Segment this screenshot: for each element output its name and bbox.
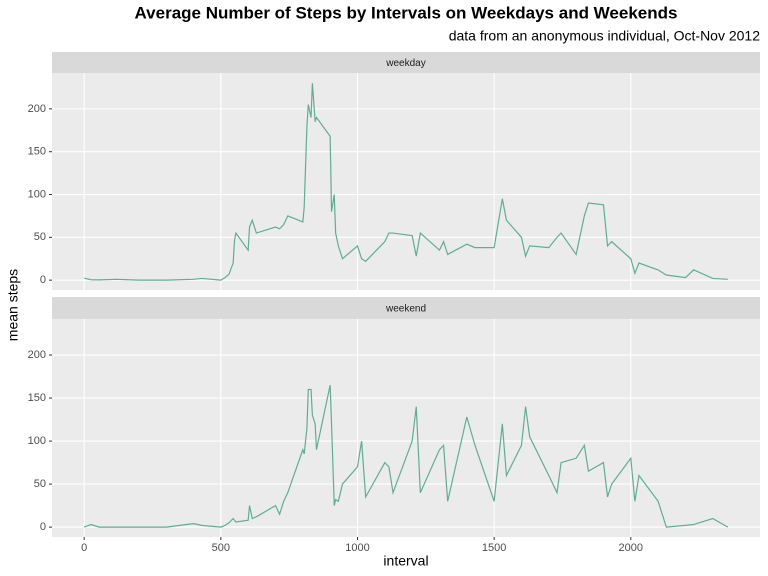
data-line <box>83 385 729 528</box>
y-tick-label: 50 <box>34 478 46 490</box>
strip-label: weekday <box>385 58 425 69</box>
chart-subtitle: data from an anonymous individual, Oct-N… <box>449 28 760 44</box>
y-tick-label: 0 <box>40 274 46 286</box>
data-line <box>84 83 728 281</box>
y-tick-label: 200 <box>28 349 46 361</box>
chart-title: Average Number of Steps by Intervals on … <box>135 3 678 22</box>
x-tick-label: 1500 <box>482 542 506 554</box>
panel-background <box>52 319 760 537</box>
x-tick-label: 1000 <box>345 542 369 554</box>
strip <box>52 52 760 73</box>
y-tick-label: 150 <box>28 146 46 158</box>
strip <box>52 297 760 319</box>
x-tick-label: 500 <box>212 542 230 554</box>
y-tick-label: 100 <box>28 435 46 447</box>
y-tick-label: 50 <box>34 231 46 243</box>
panel-background <box>52 73 760 290</box>
x-tick-label: 2000 <box>619 542 643 554</box>
y-tick-label: 150 <box>28 392 46 404</box>
y-tick-label: 0 <box>40 521 46 533</box>
y-axis-title: mean steps <box>5 269 21 341</box>
x-tick-label: 0 <box>81 542 87 554</box>
y-tick-label: 100 <box>28 188 46 200</box>
strip-label: weekend <box>385 304 426 315</box>
y-tick-label: 200 <box>28 103 46 115</box>
x-axis-title: interval <box>383 553 428 569</box>
